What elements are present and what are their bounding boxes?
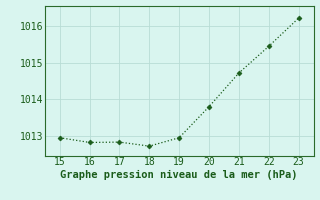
X-axis label: Graphe pression niveau de la mer (hPa): Graphe pression niveau de la mer (hPa) (60, 170, 298, 180)
